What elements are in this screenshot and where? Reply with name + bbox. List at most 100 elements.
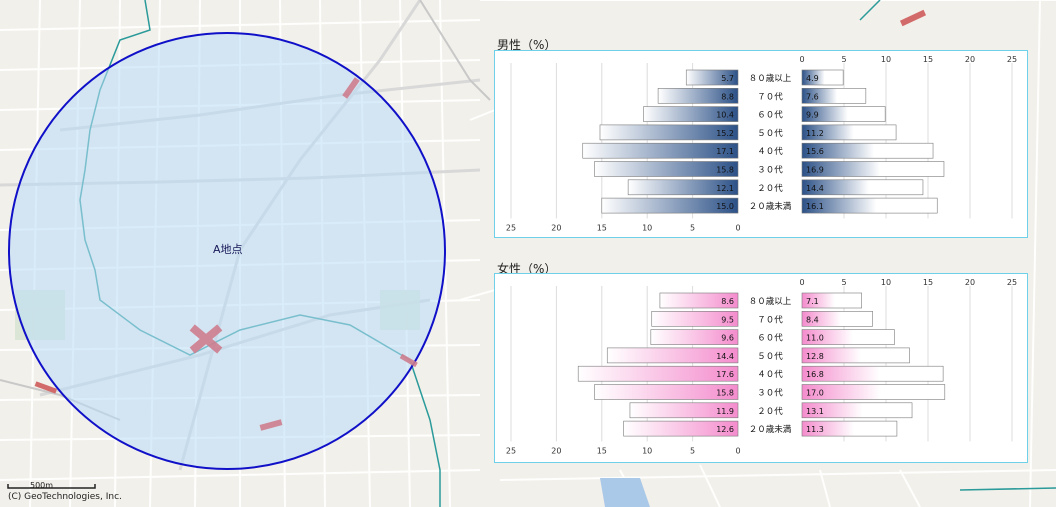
scale-label: 500m (30, 481, 54, 490)
left-axis-tick-label: 0 (735, 223, 740, 232)
left-bar-value-label: 11.9 (716, 407, 734, 416)
right-axis-tick-label: 5 (841, 55, 846, 64)
left-bar (623, 420, 739, 437)
right-bar-value-label: 16.9 (806, 166, 824, 175)
right-bar (801, 402, 913, 419)
left-bar-value-label: 15.0 (716, 202, 734, 211)
right-axis-tick-label: 0 (799, 55, 804, 64)
right-bar-value-label: 12.8 (806, 352, 824, 361)
category-label: ６０代 (757, 110, 783, 121)
category-label: ３０代 (757, 165, 783, 176)
right-bar (801, 197, 938, 214)
right-bar (801, 124, 897, 141)
category-label: ４０代 (757, 369, 783, 380)
female-chart-title: 女性（%） (497, 262, 557, 276)
male-chart-title: 男性（%） (497, 38, 557, 52)
left-bar (651, 310, 739, 327)
left-bar (599, 124, 739, 141)
left-axis-tick-label: 15 (597, 223, 607, 232)
right-bar-value-label: 14.4 (806, 184, 824, 193)
right-bar (801, 106, 886, 122)
left-bar (606, 347, 739, 364)
scale-bar (7, 484, 96, 489)
left-axis-tick-label: 0 (735, 446, 740, 455)
left-bar (650, 329, 739, 345)
male-population-pyramid: 0 5 10 15 20 25 25 20 15 10 5 0 5.7 4.9 ８０歳以上 8.8 7.6 ７０代… (506, 55, 1017, 232)
right-axis-tick-label: 15 (923, 55, 933, 64)
category-label: ７０代 (757, 314, 783, 325)
left-axis-tick-label: 25 (506, 223, 516, 232)
right-bar-value-label: 9.9 (806, 111, 819, 120)
category-label: ４０代 (757, 146, 783, 157)
category-label: ２０代 (757, 406, 783, 417)
right-bar (801, 142, 934, 159)
left-bar (685, 69, 739, 86)
left-bar (657, 87, 739, 104)
left-bar (601, 197, 739, 214)
left-bar (629, 402, 739, 419)
left-bar (594, 384, 739, 400)
left-bar-value-label: 15.8 (716, 166, 734, 175)
category-label: ５０代 (757, 351, 783, 362)
right-bar (801, 179, 924, 196)
left-bar-value-label: 10.4 (716, 111, 734, 120)
right-bar (801, 292, 862, 309)
right-axis-tick-label: 10 (881, 55, 891, 64)
left-bar-value-label: 8.6 (721, 297, 734, 306)
category-label: ５０代 (757, 128, 783, 139)
left-bar-value-label: 14.4 (716, 352, 734, 361)
right-bar (801, 161, 945, 177)
right-bar (801, 69, 844, 86)
right-bar-value-label: 4.9 (806, 74, 819, 83)
left-bar-value-label: 12.1 (716, 184, 734, 193)
left-bar-value-label: 5.7 (721, 74, 734, 83)
left-bar-value-label: 12.6 (716, 425, 734, 434)
right-axis-tick-label: 20 (965, 55, 975, 64)
category-label: ８０歳以上 (749, 73, 792, 84)
left-bar (643, 106, 739, 122)
left-axis-tick-label: 25 (506, 446, 516, 455)
right-axis-tick-label: 5 (841, 278, 846, 287)
right-axis-tick-label: 25 (1007, 55, 1017, 64)
right-bar-value-label: 16.8 (806, 370, 824, 379)
left-bar-value-label: 9.5 (721, 315, 734, 324)
left-axis-tick-label: 10 (642, 446, 652, 455)
right-bar-value-label: 13.1 (806, 407, 824, 416)
male-chart-panel: 0 5 10 15 20 25 25 20 15 10 5 0 5.7 4.9 ８０歳以上 8.8 7.6 ７０代… (494, 50, 1028, 238)
left-bar-value-label: 8.8 (721, 92, 734, 101)
female-chart-panel: 0 5 10 15 20 25 25 20 15 10 5 0 8.6 7.1 ８０歳以上 9.5 8.4 ７０代… (494, 273, 1028, 463)
left-axis-tick-label: 5 (690, 446, 695, 455)
right-bar (801, 310, 873, 327)
left-axis-tick-label: 20 (551, 223, 561, 232)
right-bar-value-label: 8.4 (806, 315, 819, 324)
right-bar-value-label: 16.1 (806, 202, 824, 211)
left-bar-value-label: 15.2 (716, 129, 734, 138)
point-a-label[interactable]: A地点 (213, 243, 243, 256)
radius-circle (8, 32, 446, 470)
right-bar (801, 420, 898, 437)
left-axis-tick-label: 15 (597, 446, 607, 455)
right-axis-tick-label: 0 (799, 278, 804, 287)
right-axis-tick-label: 15 (923, 278, 933, 287)
category-label: ３０代 (757, 388, 783, 399)
left-bar (577, 365, 739, 382)
right-bar-value-label: 7.1 (806, 297, 819, 306)
right-bar-value-label: 17.0 (806, 389, 824, 398)
left-bar (582, 142, 739, 159)
left-bar (594, 161, 739, 177)
category-label: ２０歳未満 (749, 201, 792, 212)
right-axis-tick-label: 10 (881, 278, 891, 287)
left-bar-value-label: 9.6 (721, 334, 734, 343)
right-bar (801, 365, 944, 382)
right-bar (801, 347, 910, 364)
right-bar-value-label: 11.3 (806, 425, 824, 434)
left-bar (627, 179, 739, 196)
left-axis-tick-label: 5 (690, 223, 695, 232)
category-label: ６０代 (757, 333, 783, 344)
right-bar-value-label: 11.0 (806, 334, 824, 343)
right-bar-value-label: 15.6 (806, 147, 824, 156)
left-bar-value-label: 17.1 (716, 147, 734, 156)
category-label: ２０歳未満 (749, 424, 792, 435)
right-bar-value-label: 7.6 (806, 92, 819, 101)
right-bar (801, 384, 946, 400)
